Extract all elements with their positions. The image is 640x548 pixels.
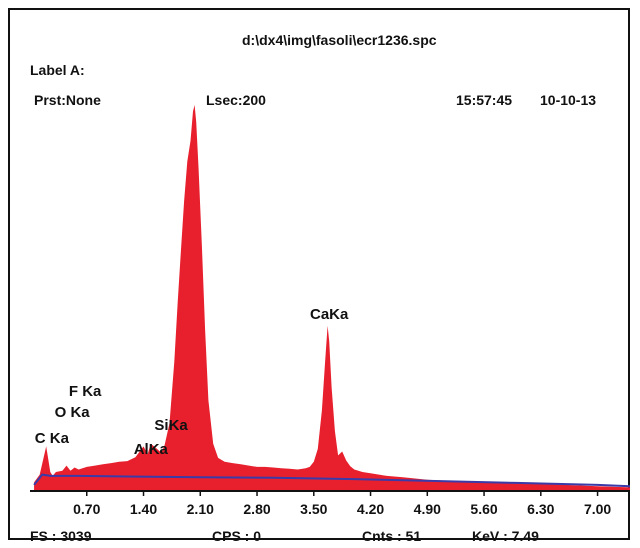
x-tick-label: 3.50 — [300, 501, 327, 517]
preset-readout: Prst:None — [34, 92, 101, 108]
x-tick-label: 6.30 — [527, 501, 554, 517]
kev-readout: KeV : 7.49 — [472, 528, 539, 544]
x-tick-label: 2.10 — [187, 501, 214, 517]
peak-label: O Ka — [55, 404, 91, 421]
x-tick-label: 4.90 — [414, 501, 441, 517]
live-seconds-readout: Lsec:200 — [206, 92, 266, 108]
cps-readout: CPS : 0 — [212, 528, 262, 544]
counts-readout: Cnts : 51 — [362, 528, 422, 544]
x-tick-label: 0.70 — [73, 501, 100, 517]
x-tick-label: 2.80 — [243, 501, 270, 517]
acquisition-time: 15:57:45 — [456, 92, 513, 108]
peak-label: F Ka — [69, 383, 102, 400]
peak-label: C Ka — [35, 430, 70, 447]
spectrum-area — [34, 105, 630, 490]
full-scale-readout: FS : 3039 — [30, 528, 92, 544]
peak-label: CaKa — [310, 306, 349, 323]
file-path: d:\dx4\img\fasoli\ecr1236.spc — [242, 32, 437, 48]
x-tick-label: 5.60 — [470, 501, 497, 517]
x-tick-label: 4.20 — [357, 501, 384, 517]
x-axis-ticks: 0.70 1.40 2.10 2.80 3.50 4.20 4.90 5.60 6.30 7.00 — [73, 491, 611, 517]
x-tick-label: 1.40 — [130, 501, 157, 517]
peak-label: AlKa — [134, 441, 169, 458]
acquisition-date: 10-10-13 — [540, 92, 597, 108]
x-tick-label: 7.00 — [584, 501, 611, 517]
peak-label: SiKa — [154, 417, 188, 434]
label-a: Label A: — [30, 62, 85, 78]
background-curve — [33, 473, 631, 488]
peak-labels: C Ka O Ka F Ka AlKa SiKa CaKa — [35, 306, 349, 458]
